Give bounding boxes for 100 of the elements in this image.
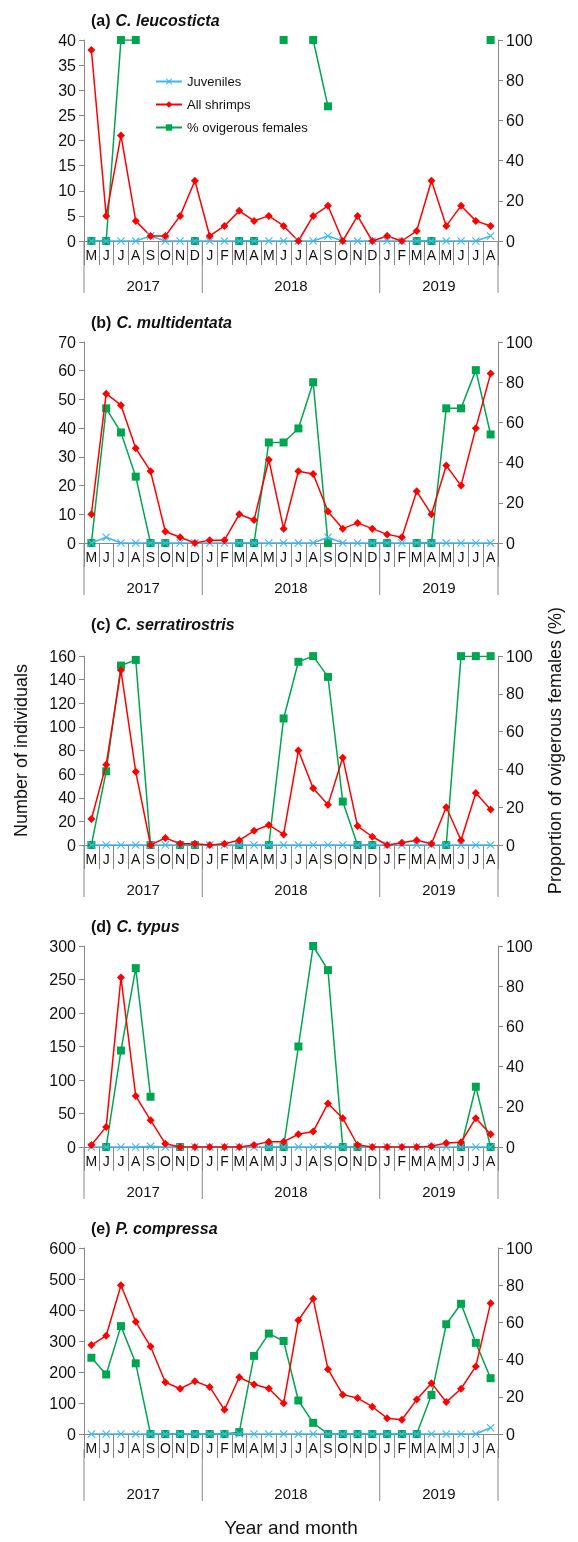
x-tick-label: M	[233, 549, 246, 565]
x-tick-label: J	[383, 1153, 391, 1169]
x-tick-label: M	[262, 1440, 275, 1456]
chart-title: (a) C. leucosticta	[91, 11, 220, 29]
text: 2018	[274, 880, 308, 898]
x-tick-label: O	[337, 1153, 349, 1169]
x-tick-label: J	[383, 851, 391, 867]
x-tick-label: M	[262, 549, 275, 565]
x-tick-label: F	[397, 247, 407, 263]
text: 2019	[422, 276, 456, 294]
x-tick-label: A	[426, 1440, 437, 1456]
x-tick-label: J	[102, 851, 110, 867]
x-tick-label: O	[337, 1440, 349, 1456]
y-tick-label: 200	[49, 1363, 77, 1381]
y-tick-label: 300	[49, 1332, 77, 1350]
x-tick-label: M	[85, 1153, 98, 1169]
x-tick-label: D	[189, 851, 200, 867]
y2-tick-label: 80	[506, 1276, 524, 1294]
y-tick-label: 250	[49, 971, 77, 988]
x-tick-label: J	[472, 1153, 480, 1169]
y2-tick-label: 20	[506, 798, 524, 816]
text: 2018	[274, 1182, 308, 1200]
y-tick-label: 70	[58, 333, 77, 351]
x-tick-label: J	[472, 851, 480, 867]
x-tick-label: A	[426, 247, 437, 263]
text: 2017	[126, 880, 160, 898]
y-tick-label: 10	[58, 182, 77, 200]
x-tick-label: A	[485, 851, 496, 867]
x-tick-label: F	[397, 1440, 407, 1456]
x-tick-label: J	[117, 1153, 125, 1169]
x-tick-label: J	[457, 549, 465, 565]
y-tick-label: 20	[58, 477, 77, 495]
y2-tick-label: 0	[506, 534, 515, 552]
y-tick-label: 0	[67, 1138, 77, 1156]
x-tick-label: O	[337, 247, 349, 263]
x-tick-label: M	[440, 247, 453, 263]
x-tick-label: O	[159, 1440, 171, 1456]
x-tick-label: M	[233, 1440, 246, 1456]
y2-tick-label: 40	[506, 454, 524, 472]
x-tick-label: N	[352, 1153, 363, 1169]
x-tick-label: N	[352, 549, 363, 565]
x-tick-label: M	[262, 1153, 275, 1169]
x-tick-label: J	[280, 549, 288, 565]
x-tick-label: J	[457, 851, 465, 867]
x-tick-label: J	[280, 247, 288, 263]
x-tick-label: F	[397, 549, 407, 565]
x-tick-label: S	[323, 247, 333, 263]
x-tick-label: S	[145, 549, 156, 565]
y-tick-label: 15	[58, 157, 77, 175]
y2-tick-label: 80	[506, 685, 524, 703]
y2-tick-label: 0	[506, 1425, 515, 1443]
x-tick-label: A	[131, 851, 142, 867]
x-tick-label: J	[457, 1153, 465, 1169]
x-tick-label: M	[233, 851, 246, 867]
legend-label: Juveniles	[187, 74, 242, 89]
y2-tick-label: 20	[506, 494, 524, 512]
x-tick-label: J	[457, 1440, 465, 1456]
y-tick-label: 20	[58, 812, 77, 830]
x-tick-label: J	[102, 549, 110, 565]
x-tick-label: A	[308, 851, 319, 867]
chart-title: (b) C. multidentata	[91, 313, 233, 331]
y-tick-label: 10	[58, 505, 77, 523]
x-tick-label: A	[249, 1440, 260, 1456]
x-tick-label: N	[352, 851, 363, 867]
text: 2018	[274, 1484, 308, 1502]
x-tick-label: S	[323, 549, 333, 565]
y2-tick-label: 100	[506, 1239, 533, 1257]
x-tick-label: A	[485, 247, 496, 263]
y2-tick-label: 60	[506, 413, 524, 431]
y-tick-label: 600	[49, 1239, 77, 1257]
x-tick-label: N	[175, 549, 186, 565]
x-tick-label: A	[249, 851, 260, 867]
x-tick-label: J	[472, 549, 480, 565]
y2-tick-label: 0	[506, 1138, 515, 1156]
y2-tick-label: 60	[506, 1017, 524, 1035]
x-tick-label: A	[308, 549, 319, 565]
y-tick-label: 100	[49, 718, 77, 736]
x-tick-label: N	[352, 247, 363, 263]
x-tick-label: N	[175, 1153, 186, 1169]
x-tick-label: J	[280, 851, 288, 867]
text: 2017	[126, 276, 160, 294]
x-tick-label: S	[145, 1153, 156, 1169]
x-tick-label: F	[220, 1440, 229, 1456]
legend-label: % ovigerous females	[187, 120, 309, 135]
y-tick-label: 160	[49, 647, 77, 665]
x-tick-label: F	[397, 851, 407, 867]
y2-axis-title: Proportion of ovigerous females (%)	[545, 606, 565, 895]
x-tick-label: N	[175, 247, 186, 263]
y2-tick-label: 100	[506, 333, 533, 351]
x-tick-label: S	[145, 1440, 156, 1456]
x-tick-label: J	[206, 247, 214, 263]
x-tick-label: M	[410, 851, 423, 867]
y-tick-label: 0	[67, 534, 77, 552]
x-tick-label: M	[440, 1153, 453, 1169]
x-tick-label: M	[262, 851, 275, 867]
x-tick-label: O	[337, 851, 349, 867]
x-tick-label: M	[410, 549, 423, 565]
text: 2019	[422, 578, 456, 596]
text: 2019	[422, 1182, 456, 1200]
x-tick-label: M	[410, 1440, 423, 1456]
